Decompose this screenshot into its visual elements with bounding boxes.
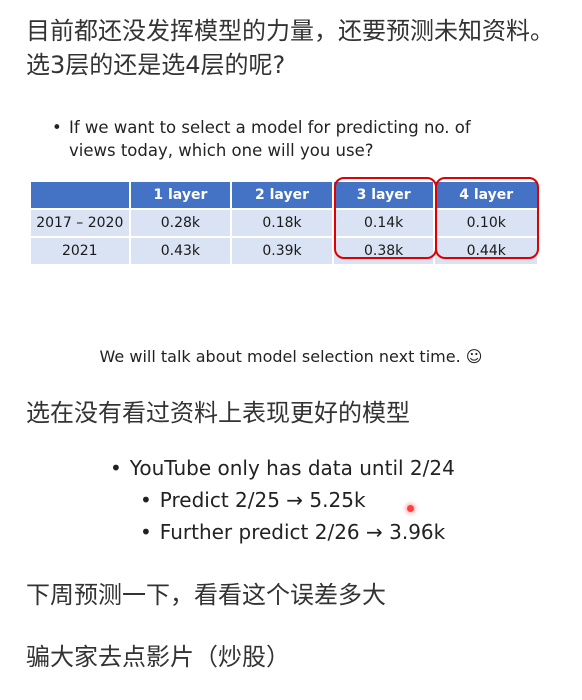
table-cell: 0.28k <box>128 208 233 238</box>
bullet-marker: • <box>140 488 152 512</box>
list-item: • YouTube only has data until 2/24 <box>110 456 455 480</box>
bullet-marker: • <box>110 456 122 480</box>
table-cell: 0.43k <box>128 236 233 266</box>
trick-heading: 骗大家去点影片（炒股） <box>26 643 290 671</box>
table-cell: 0.38k <box>331 236 436 266</box>
table-cell: 0.18k <box>230 208 334 238</box>
table-cell: 0.39k <box>230 236 334 266</box>
table-header-row: 1 layer 2 layer 3 layer 4 layer <box>29 180 539 210</box>
row-period: 2021 <box>29 236 131 266</box>
results-table: 1 layer 2 layer 3 layer 4 layer 2017 – 2… <box>29 180 539 266</box>
table-cell: 0.44k <box>433 236 539 266</box>
highlight-4-layer-outline <box>435 177 539 259</box>
row-period: 2017 – 2020 <box>29 208 131 238</box>
column-header: 2 layer <box>230 180 334 210</box>
list-item: • Predict 2/25 → 5.25k <box>140 488 366 512</box>
list-item-text: Further predict 2/26 → 3.96k <box>159 520 446 544</box>
list-item-text: YouTube only has data until 2/24 <box>129 456 455 480</box>
table-cell: 0.14k <box>331 208 436 238</box>
highlight-3-layer-outline <box>334 177 437 259</box>
column-header: 1 layer <box>128 180 233 210</box>
question-text: If we want to select a model for predict… <box>69 118 471 160</box>
column-header: 3 layer <box>331 180 436 210</box>
laser-pointer-dot <box>407 505 414 512</box>
model-selection-note: We will talk about model selection next … <box>99 347 483 366</box>
results-table-container: 1 layer 2 layer 3 layer 4 layer 2017 – 2… <box>29 177 539 266</box>
question-bullet: • If we want to select a model for predi… <box>52 116 522 162</box>
bullet-marker: • <box>52 118 62 137</box>
predict-heading: 下周预测一下，看看这个误差多大 <box>26 581 386 609</box>
bullet-marker: • <box>140 520 152 544</box>
column-header <box>29 180 131 210</box>
table-row: 2021 0.43k 0.39k 0.38k 0.44k <box>29 236 539 266</box>
slide-title: 目前都还没发挥模型的力量，还要预测未知资料。选3层的还是选4层的呢? <box>26 17 554 79</box>
select-model-heading: 选在没有看过资料上表现更好的模型 <box>26 399 410 427</box>
list-item: • Further predict 2/26 → 3.96k <box>140 520 445 544</box>
list-item-text: Predict 2/25 → 5.25k <box>159 488 366 512</box>
